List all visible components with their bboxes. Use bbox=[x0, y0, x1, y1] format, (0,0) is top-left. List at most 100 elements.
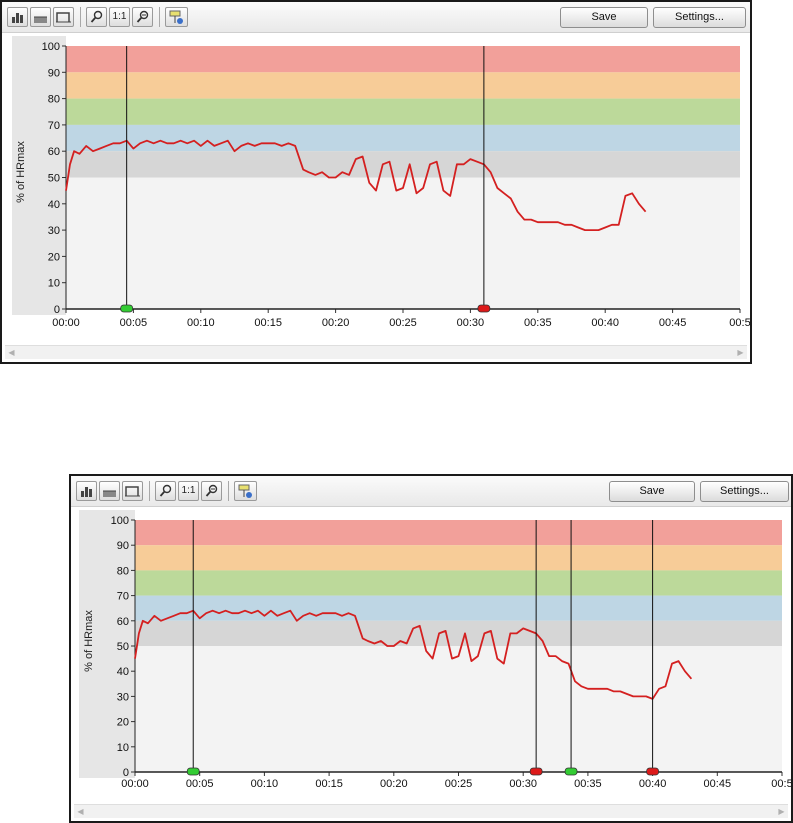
x-tick-label: 00:05 bbox=[186, 778, 214, 790]
x-tick-label: 00:05 bbox=[120, 317, 148, 329]
toolbar-separator bbox=[80, 7, 81, 27]
toolbar-separator bbox=[159, 7, 160, 27]
x-tick-label: 00:45 bbox=[704, 778, 732, 790]
bar-chart-icon[interactable] bbox=[76, 481, 97, 501]
scroll-left-icon[interactable]: ◀ bbox=[8, 348, 15, 357]
scroll-right-icon[interactable]: ▶ bbox=[778, 807, 785, 816]
scroll-left-icon[interactable]: ◀ bbox=[77, 807, 84, 816]
horizontal-scrollbar[interactable]: ◀ ▶ bbox=[74, 804, 788, 818]
y-tick-label: 70 bbox=[48, 120, 60, 132]
hr-zone-band bbox=[135, 570, 782, 596]
heart-rate-series-line bbox=[65, 139, 647, 232]
heart-rate-chart: % of HRmax 0 10 20 30 40 50 60 70 80 90 100 00:00 00:… bbox=[12, 36, 750, 329]
x-tick-label: 00:25 bbox=[445, 778, 473, 790]
chart-toolbar: 1:1 Save Settings... bbox=[2, 2, 750, 33]
hr-zone-band bbox=[66, 72, 740, 99]
x-tick-label: 00:10 bbox=[251, 778, 279, 790]
start-marker-handle[interactable] bbox=[186, 767, 200, 776]
start-marker-handle[interactable] bbox=[120, 304, 134, 313]
settings-button[interactable]: Settings... bbox=[700, 481, 789, 502]
heart-rate-chart: % of HRmax 0 10 20 30 40 50 60 70 80 90 100 00:00 00:… bbox=[79, 510, 791, 790]
stop-marker-handle[interactable] bbox=[477, 304, 491, 313]
zoom-in-icon[interactable] bbox=[155, 481, 176, 501]
hr-zone-band bbox=[66, 46, 740, 73]
zoom-out-icon[interactable] bbox=[201, 481, 222, 501]
y-tick-label: 20 bbox=[48, 251, 60, 263]
step-chart-icon[interactable] bbox=[122, 481, 143, 501]
y-tick-label: 100 bbox=[42, 41, 60, 53]
y-tick-label: 10 bbox=[117, 742, 129, 754]
x-tick-label: 00:10 bbox=[187, 317, 215, 329]
y-tick-label: 80 bbox=[117, 565, 129, 577]
y-tick-label: 40 bbox=[48, 199, 60, 211]
y-tick-label: 30 bbox=[117, 691, 129, 703]
hr-zone-band bbox=[135, 545, 782, 571]
marker-settings-icon[interactable] bbox=[165, 7, 188, 27]
x-tick-label: 00:5 bbox=[729, 317, 750, 329]
y-axis-label: % of HRmax bbox=[15, 141, 27, 203]
hr-zone-band bbox=[135, 595, 782, 621]
y-tick-label: 10 bbox=[48, 278, 60, 290]
horizontal-scrollbar[interactable]: ◀ ▶ bbox=[5, 345, 747, 359]
x-tick-label: 00:00 bbox=[121, 778, 149, 790]
x-tick-label: 00:5 bbox=[771, 778, 791, 790]
y-axis-label: % of HRmax bbox=[83, 610, 95, 672]
area-chart-icon[interactable] bbox=[99, 481, 120, 501]
toolbar-separator bbox=[228, 481, 229, 501]
y-tick-label: 70 bbox=[117, 591, 129, 603]
x-tick-label: 00:35 bbox=[524, 317, 552, 329]
settings-button[interactable]: Settings... bbox=[653, 7, 746, 28]
stop-marker-handle[interactable] bbox=[646, 767, 659, 776]
x-tick-label: 00:20 bbox=[380, 778, 408, 790]
y-axis-gutter bbox=[79, 510, 135, 778]
heart-rate-chart-panel: 1:1 Save Settings... % of HRmax 0 10 20 30 40… bbox=[69, 474, 793, 823]
y-tick-label: 40 bbox=[117, 666, 129, 678]
zoom-in-icon[interactable] bbox=[86, 7, 107, 27]
x-tick-label: 00:30 bbox=[457, 317, 485, 329]
bar-chart-icon[interactable] bbox=[7, 7, 28, 27]
hr-zone-band bbox=[66, 98, 740, 125]
hr-zone-band bbox=[135, 520, 782, 546]
zoom-reset-button[interactable]: 1:1 bbox=[109, 7, 130, 27]
zoom-reset-button[interactable]: 1:1 bbox=[178, 481, 199, 501]
y-tick-label: 90 bbox=[48, 67, 60, 79]
y-axis-gutter bbox=[12, 36, 66, 315]
area-chart-icon[interactable] bbox=[30, 7, 51, 27]
hr-zone-band bbox=[66, 124, 740, 152]
y-tick-label: 20 bbox=[117, 717, 129, 729]
toolbar-separator bbox=[149, 481, 150, 501]
marker-settings-icon[interactable] bbox=[234, 481, 257, 501]
x-tick-label: 00:15 bbox=[254, 317, 282, 329]
y-tick-label: 100 bbox=[111, 515, 129, 527]
x-tick-label: 00:35 bbox=[574, 778, 602, 790]
heart-rate-series-line bbox=[134, 609, 693, 700]
step-chart-icon[interactable] bbox=[53, 7, 74, 27]
y-tick-label: 0 bbox=[54, 304, 60, 316]
x-tick-label: 00:25 bbox=[389, 317, 417, 329]
y-tick-label: 60 bbox=[117, 616, 129, 628]
scroll-right-icon[interactable]: ▶ bbox=[737, 348, 744, 357]
save-button[interactable]: Save bbox=[609, 481, 695, 502]
x-tick-label: 00:30 bbox=[509, 778, 537, 790]
start-marker-handle[interactable] bbox=[564, 767, 578, 776]
y-tick-label: 0 bbox=[123, 767, 129, 779]
hr-zone-band bbox=[66, 151, 740, 178]
zoom-out-icon[interactable] bbox=[132, 7, 153, 27]
zoom-reset-label: 1:1 bbox=[112, 11, 127, 22]
x-tick-label: 00:00 bbox=[52, 317, 80, 329]
zoom-reset-label: 1:1 bbox=[181, 485, 196, 496]
hr-zone-band bbox=[135, 620, 782, 646]
y-tick-label: 50 bbox=[117, 641, 129, 653]
heart-rate-chart-panel: 1:1 Save Settings... % of HRmax 0 10 20 30 40… bbox=[0, 0, 752, 364]
stop-marker-handle[interactable] bbox=[529, 767, 543, 776]
chart-toolbar: 1:1 Save Settings... bbox=[71, 476, 791, 507]
x-tick-label: 00:45 bbox=[659, 317, 687, 329]
y-tick-label: 60 bbox=[48, 146, 60, 158]
x-tick-label: 00:40 bbox=[591, 317, 619, 329]
x-tick-label: 00:40 bbox=[639, 778, 667, 790]
y-tick-label: 90 bbox=[117, 540, 129, 552]
y-tick-label: 50 bbox=[48, 173, 60, 185]
x-tick-label: 00:20 bbox=[322, 317, 350, 329]
save-button[interactable]: Save bbox=[560, 7, 648, 28]
x-tick-label: 00:15 bbox=[315, 778, 343, 790]
